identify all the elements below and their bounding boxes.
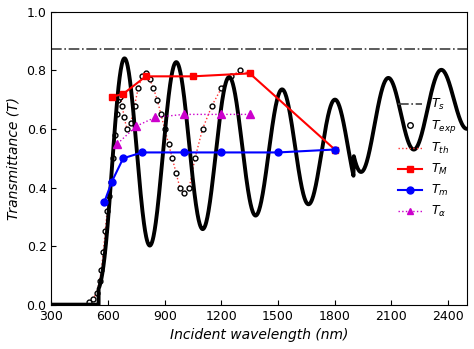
Y-axis label: Transmittance (T): Transmittance (T) xyxy=(7,97,21,220)
X-axis label: Incident wavelength (nm): Incident wavelength (nm) xyxy=(170,328,348,342)
Legend: $T_s$, $T_{exp}$, $T_{th}$, $T_M$, $T_m$, $T_\alpha$: $T_s$, $T_{exp}$, $T_{th}$, $T_M$, $T_m$… xyxy=(393,92,461,224)
